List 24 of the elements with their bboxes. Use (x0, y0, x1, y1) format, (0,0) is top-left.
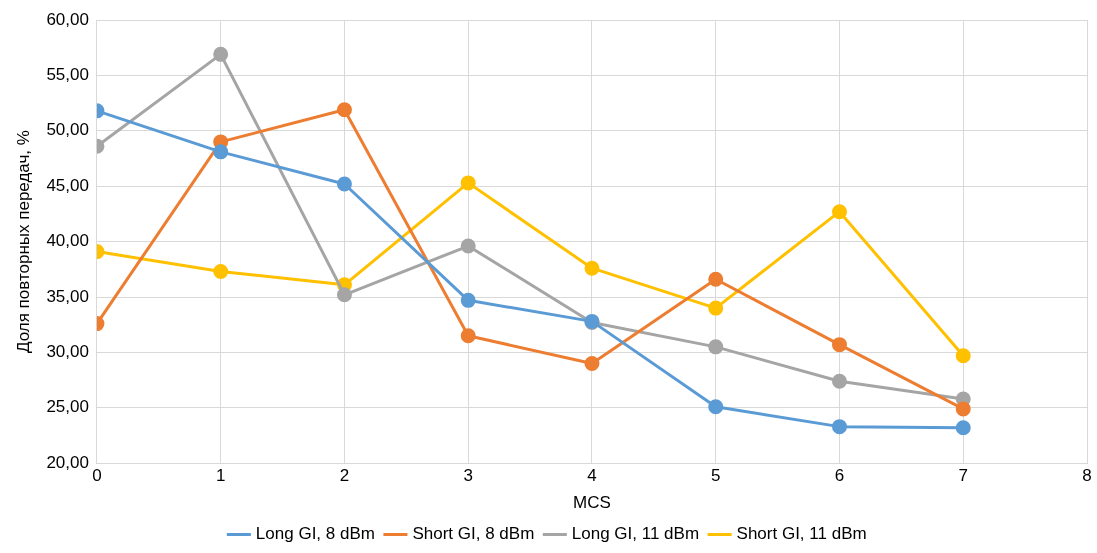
x-tick-label: 8 (1082, 466, 1092, 486)
legend-label: Long GI, 11 dBm (571, 524, 700, 544)
y-tick-label: 30,00 (46, 342, 89, 362)
x-tick-label: 4 (587, 466, 597, 486)
y-tick-label: 60,00 (46, 9, 89, 29)
x-tick-label: 1 (215, 466, 226, 486)
y-tick-label: 40,00 (46, 231, 89, 251)
legend-label: Short GI, 11 dBm (736, 524, 867, 544)
y-tick-label: 20,00 (46, 452, 89, 472)
y-tick-label: 50,00 (46, 120, 89, 140)
x-tick-label: 0 (92, 466, 102, 486)
x-tick-label: 3 (463, 466, 473, 486)
legend-label: Long GI, 8 dBm (255, 524, 375, 544)
y-axis-title: Доля повторных передач, % (13, 130, 33, 354)
y-tick-label: 55,00 (46, 65, 89, 85)
x-tick-label: 5 (710, 466, 721, 486)
x-tick-label: 7 (958, 466, 968, 486)
x-tick-label: 2 (339, 466, 350, 486)
y-tick-label: 25,00 (46, 397, 89, 417)
y-tick-label: 35,00 (46, 286, 89, 306)
legend-label: Short GI, 8 dBm (412, 524, 535, 544)
x-tick-label: 6 (834, 466, 845, 486)
x-axis-title: MCS (573, 493, 611, 513)
y-tick-label: 45,00 (46, 175, 89, 195)
